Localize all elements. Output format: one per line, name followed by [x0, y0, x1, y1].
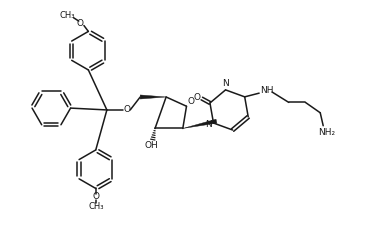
Text: CH₃: CH₃ [60, 11, 75, 20]
Text: N: N [205, 120, 211, 129]
Text: CH₃: CH₃ [88, 203, 104, 211]
Text: NH: NH [260, 86, 274, 95]
Text: O: O [92, 192, 99, 201]
Text: OH: OH [144, 141, 158, 150]
Text: O: O [76, 19, 83, 28]
Text: O: O [188, 97, 195, 106]
Text: N: N [222, 79, 229, 88]
Text: O: O [123, 105, 130, 114]
Text: NH₂: NH₂ [318, 128, 335, 137]
Text: O: O [193, 93, 200, 102]
Polygon shape [183, 119, 217, 128]
Polygon shape [140, 95, 166, 99]
